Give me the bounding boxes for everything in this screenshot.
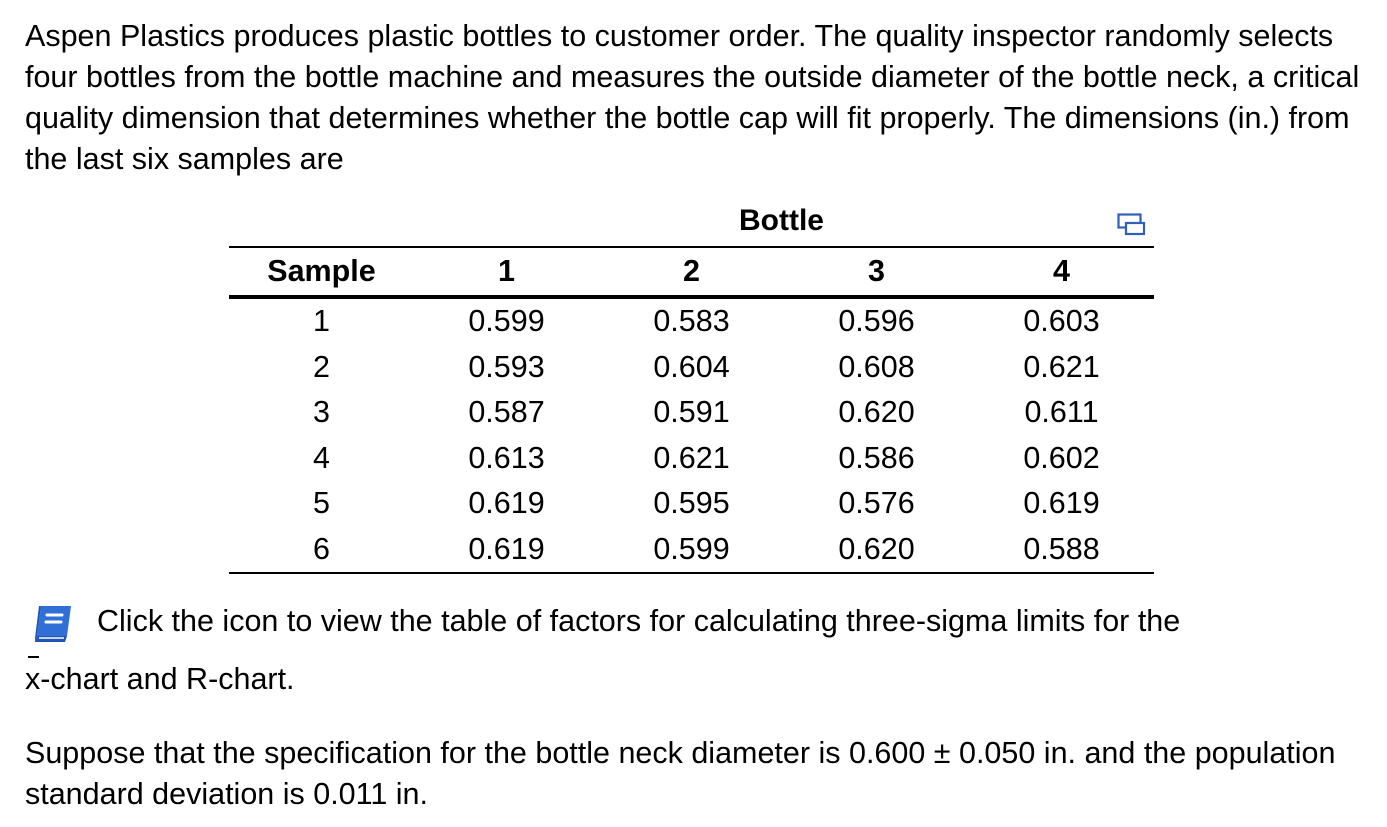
measurement-cell: 0.596: [838, 304, 915, 339]
measurement-cell: 0.583: [653, 304, 730, 339]
chart-names-text: -chart and R-chart.: [40, 662, 295, 696]
measurement-cell: 0.620: [838, 395, 915, 430]
sample-data-table: Bottle Sample 1 2 3 4 1 0.599 0.583 0.59…: [229, 198, 1154, 574]
measurement-cell: 0.604: [653, 349, 730, 384]
table-row: 2 0.593 0.604 0.608 0.621: [229, 345, 1154, 391]
measurement-cell: 0.591: [653, 395, 730, 430]
measurement-cell: 0.619: [1023, 486, 1100, 521]
table-row: 4 0.613 0.621 0.586 0.602: [229, 436, 1154, 482]
bottle-group-label: Bottle: [739, 204, 824, 237]
measurement-cell: 0.586: [838, 440, 915, 475]
header-bottle-2: 2: [599, 248, 784, 299]
book-icon[interactable]: [31, 602, 77, 644]
measurement-cell: 0.608: [838, 349, 915, 384]
header-bottle-4: 4: [969, 248, 1154, 299]
factors-note-text-continued: x-chart and R-chart.: [25, 656, 295, 697]
header-bottle-3: 3: [784, 248, 969, 299]
specification-text: Suppose that the specification for the b…: [25, 736, 1336, 811]
table-row: 5 0.619 0.595 0.576 0.619: [229, 481, 1154, 527]
measurement-cell: 0.613: [468, 440, 545, 475]
measurement-cell: 0.611: [1024, 395, 1099, 430]
copy-icon[interactable]: [1117, 213, 1147, 237]
sample-number-cell: 4: [313, 440, 330, 475]
table-row: 1 0.599 0.583 0.596 0.603: [229, 297, 1154, 345]
problem-intro: Aspen Plastics produces plastic bottles …: [25, 19, 1360, 176]
sample-number-cell: 5: [313, 486, 330, 521]
x-bar-symbol: x: [25, 656, 41, 696]
factors-note-text: Click the icon to view the table of fact…: [97, 604, 1181, 638]
measurement-cell: 0.595: [653, 486, 730, 521]
sample-number-cell: 2: [313, 349, 330, 384]
measurement-cell: 0.621: [1023, 349, 1100, 384]
table-row: 3 0.587 0.591 0.620 0.611: [229, 390, 1154, 436]
sample-number-cell: 1: [313, 304, 330, 339]
header-row: Sample 1 2 3 4: [229, 248, 1154, 299]
measurement-cell: 0.621: [653, 440, 730, 475]
measurement-cell: 0.593: [468, 349, 545, 384]
table-row: 6 0.619 0.599 0.620 0.588: [229, 526, 1154, 574]
measurement-cell: 0.619: [414, 526, 599, 574]
measurement-cell: 0.588: [969, 526, 1154, 574]
data-grid: Sample 1 2 3 4 1 0.599 0.583 0.596 0.603…: [229, 248, 1154, 574]
measurement-cell: 0.587: [468, 395, 545, 430]
table-group-header: Bottle: [229, 198, 1154, 248]
header-sample: Sample: [229, 248, 414, 299]
sample-number-cell: 6: [229, 526, 414, 574]
measurement-cell: 0.619: [468, 486, 545, 521]
measurement-cell: 0.603: [1023, 304, 1100, 339]
measurement-cell: 0.620: [784, 526, 969, 574]
measurement-cell: 0.599: [599, 526, 784, 574]
sample-number-cell: 3: [313, 395, 330, 430]
header-bottle-1: 1: [414, 248, 599, 299]
measurement-cell: 0.576: [838, 486, 915, 521]
measurement-cell: 0.599: [468, 304, 545, 339]
measurement-cell: 0.602: [1023, 440, 1100, 475]
